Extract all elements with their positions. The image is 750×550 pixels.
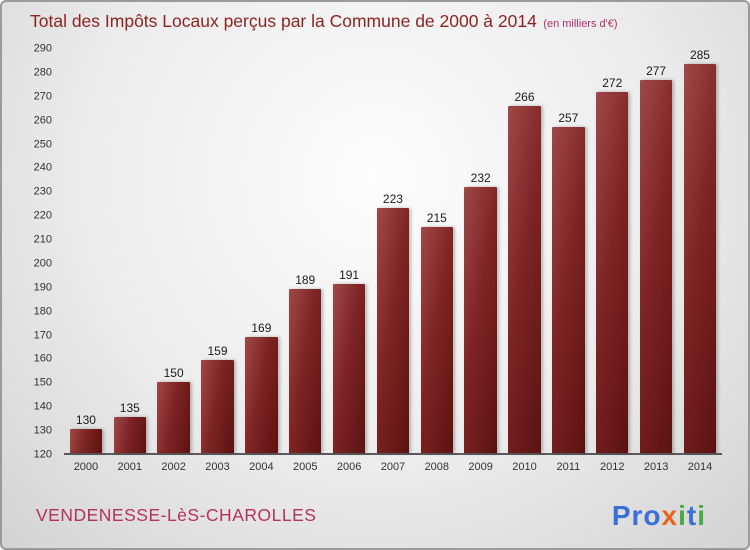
bar-value-label: 135 [119,401,140,416]
bar-value-label: 257 [558,111,579,126]
x-tick-label: 2002 [161,461,186,473]
logo-letter: t [686,500,698,531]
bar-slot: 169 [239,49,283,453]
bar-value-label: 191 [339,268,360,283]
x-axis: 2000 2001 2002 2003 2004 2005 2006 2007 2008 2009… [64,457,722,473]
bar [639,79,673,453]
logo-letter: x [661,500,679,531]
bar-slot: 135 [108,49,152,453]
bar [157,381,190,453]
bar-value-label: 130 [75,413,96,428]
y-tick-label: 120 [33,448,52,461]
logo-letter: o [643,500,662,531]
x-tick-label: 2003 [205,461,230,473]
bar-value-label: 150 [163,365,184,380]
y-tick-label: 290 [33,42,52,55]
x-tick-label: 2001 [117,461,143,473]
bar-slot: 277 [634,49,678,453]
x-tick-label: 2006 [336,461,362,473]
bar-value-label: 277 [646,63,667,78]
x-tick-label: 2010 [512,461,537,473]
bar [420,227,454,453]
x-tick-label: 2007 [380,461,406,473]
bar-value-label: 169 [251,320,272,335]
y-tick-label: 170 [33,329,52,342]
y-tick-label: 180 [33,305,52,318]
bar [332,284,366,453]
bar [552,127,585,453]
y-tick-label: 130 [33,424,52,437]
logo-letter: r [631,500,644,531]
bar [69,429,103,453]
bar-slot: 223 [371,49,415,453]
plot-area: 130 135 150 159 169 189 191 223 215 232 266 257 272 2… [64,49,722,455]
y-tick-label: 150 [33,376,52,389]
bar [596,91,629,453]
bar [113,417,147,453]
y-tick-label: 200 [33,257,52,270]
bar-slot: 215 [415,49,459,453]
y-tick-label: 260 [33,114,52,127]
bar-value-label: 266 [514,90,535,105]
bar-slot: 150 [152,49,196,453]
x-tick-label: 2009 [468,461,493,473]
bar-value-label: 285 [689,48,710,62]
y-tick-label: 280 [33,66,52,79]
bar-slot: 232 [459,49,503,453]
y-tick-label: 230 [33,185,52,198]
bar-slot: 130 [64,49,108,453]
x-tick-label: 2004 [249,461,274,473]
logo-letter: i [678,500,687,531]
chart-title: Total des Impôts Locaux perçus par la Co… [30,11,537,31]
commune-name: VENDENESSE-LèS-CHAROLLES [36,505,317,525]
y-tick-label: 160 [33,352,52,365]
proxiti-logo: Proxiti [612,500,706,532]
bar-slot: 257 [546,49,590,453]
bar [245,336,278,453]
bar-value-label: 215 [426,211,447,226]
logo-letter: i [697,500,706,531]
x-tick-label: 2014 [687,461,713,473]
bar [464,186,497,453]
bar-slot: 272 [590,49,634,453]
bar-slot: 159 [196,49,240,453]
bar-value-label: 159 [207,344,228,359]
bar-slot: 189 [283,49,327,453]
logo-letter: P [611,500,632,531]
bar-value-label: 189 [295,273,316,288]
chart-title-units: (en milliers d'€) [543,18,618,30]
bar [508,106,541,453]
bar [201,360,234,453]
x-tick-label: 2011 [556,461,581,473]
bar [289,289,322,453]
bar-value-label: 232 [470,170,491,185]
x-tick-label: 2000 [73,461,99,473]
x-tick-label: 2012 [600,461,625,473]
bar-value-label: 223 [382,192,403,207]
bar-slot: 285 [678,49,722,453]
y-tick-label: 190 [33,281,52,294]
bar-slot: 266 [503,49,547,453]
y-tick-label: 210 [33,233,52,246]
x-tick-label: 2013 [643,461,669,473]
y-tick-label: 140 [33,400,52,413]
y-tick-label: 240 [33,161,52,174]
bar-value-label: 272 [602,75,623,90]
y-tick-label: 270 [33,90,52,103]
y-tick-label: 250 [33,138,52,151]
bar-slot: 191 [327,49,371,453]
x-tick-label: 2008 [424,461,450,473]
x-tick-label: 2005 [292,461,318,473]
bar [683,64,717,453]
y-tick-label: 220 [33,209,52,222]
y-axis: 120 130 140 150 160 170 180 190 200 210 220 230 240 2… [2,43,58,460]
chart-title-row: Total des Impôts Locaux perçus par la Co… [30,11,618,32]
bar [376,208,410,453]
